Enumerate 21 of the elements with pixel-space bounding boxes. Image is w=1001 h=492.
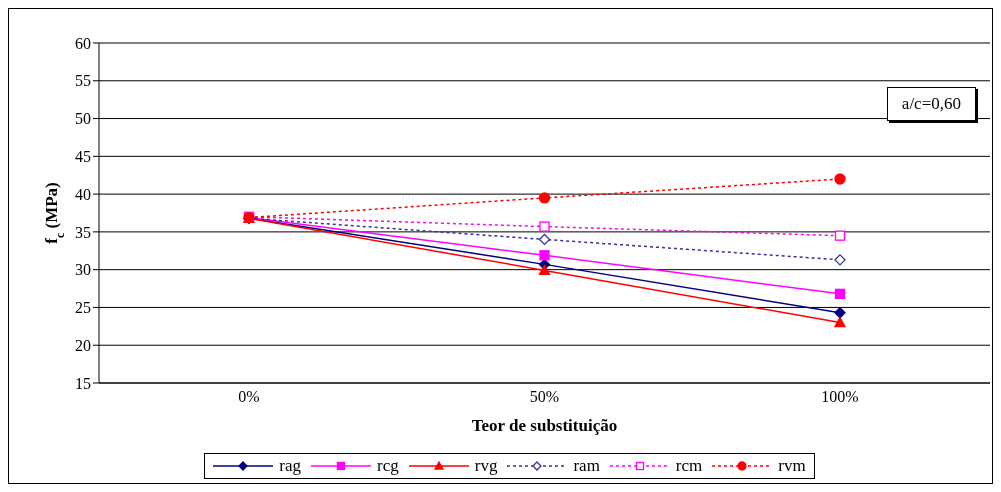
legend-label: rag — [279, 456, 302, 476]
y-tick-label: 20 — [75, 336, 91, 354]
y-tick-label: 40 — [75, 185, 91, 203]
y-tick-label: 45 — [75, 148, 91, 166]
y-tick-label: 35 — [75, 223, 91, 241]
legend-label: rvg — [474, 456, 498, 476]
y-tick-label: 55 — [75, 72, 91, 90]
legend-label: rvm — [778, 456, 806, 476]
legend-label: rcg — [377, 456, 399, 476]
x-tick-label: 100% — [821, 388, 859, 406]
annotation: a/c=0,60 — [886, 87, 976, 121]
legend-label: rcm — [675, 456, 703, 476]
x-tick-label: 50% — [529, 388, 560, 406]
x-axis-title: Teor de substituição — [471, 416, 618, 435]
legend-label: ram — [573, 456, 600, 476]
y-tick-label: 50 — [75, 110, 91, 128]
x-tick-label: 0% — [238, 388, 260, 406]
y-tick-label: 30 — [75, 261, 91, 279]
y-tick-label: 15 — [75, 374, 91, 392]
y-tick-label: 60 — [75, 34, 91, 52]
y-tick-label: 25 — [75, 299, 91, 317]
